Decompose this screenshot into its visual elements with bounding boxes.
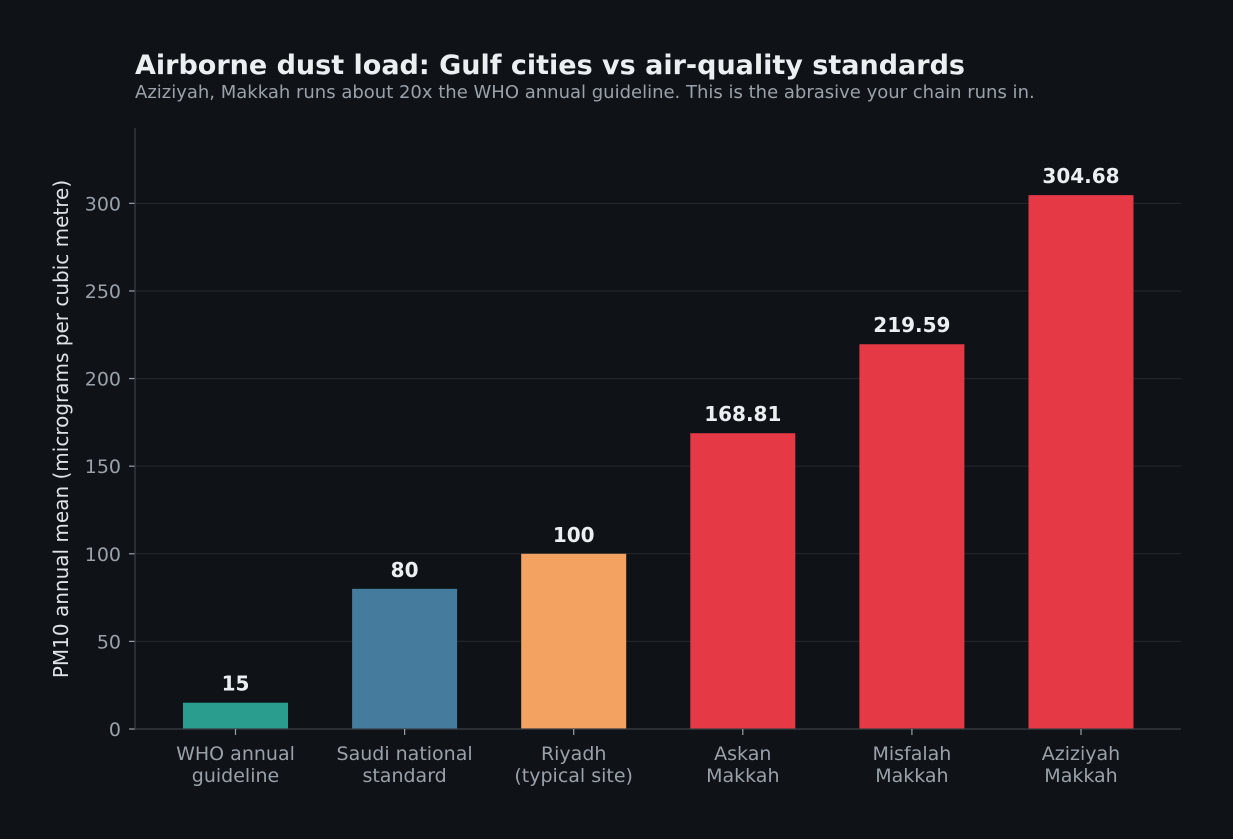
bars xyxy=(183,195,1134,729)
x-tick-label: Saudi national xyxy=(337,743,473,765)
x-tick-label: Makkah xyxy=(1044,765,1117,787)
x-tick-label: standard xyxy=(362,765,446,787)
x-tick-label: Askan xyxy=(714,743,771,765)
x-tick-label: guideline xyxy=(192,765,279,787)
x-tick-label: Misfalah xyxy=(872,743,951,765)
data-labels: 15 80 100 168.81 219.59 304.68 xyxy=(222,164,1120,696)
y-tick-label: 100 xyxy=(85,544,121,566)
y-tick-label: 150 xyxy=(85,456,121,478)
x-tick-label: WHO annual xyxy=(176,743,295,765)
bar xyxy=(690,433,796,729)
chart-title: Airborne dust load: Gulf cities vs air-q… xyxy=(135,50,965,81)
y-tick-label: 250 xyxy=(85,281,121,303)
y-axis: 0 50 100 150 200 250 300 xyxy=(85,128,136,741)
y-tick-label: 50 xyxy=(97,631,121,653)
y-tick-label: 0 xyxy=(109,719,121,741)
y-axis-label: PM10 annual mean (micrograms per cubic m… xyxy=(49,180,73,678)
data-label: 168.81 xyxy=(704,402,781,426)
data-label: 219.59 xyxy=(873,313,950,337)
y-tick-label: 300 xyxy=(85,193,121,215)
bar xyxy=(183,702,288,729)
data-label: 304.68 xyxy=(1042,164,1119,188)
bar xyxy=(521,553,627,729)
x-tick-label: Riyadh xyxy=(541,743,606,765)
data-label: 15 xyxy=(222,672,250,696)
x-tick-label: Makkah xyxy=(706,765,779,787)
chart-subtitle: Aziziyah, Makkah runs about 20x the WHO … xyxy=(135,82,1035,103)
y-tick-label: 200 xyxy=(85,369,121,391)
x-tick-label: (typical site) xyxy=(514,765,633,787)
bar xyxy=(1028,195,1134,729)
x-tick-label: Makkah xyxy=(875,765,948,787)
bar xyxy=(352,588,458,729)
x-tick-label: Aziziyah xyxy=(1042,743,1120,765)
data-label: 100 xyxy=(553,523,595,547)
bar xyxy=(859,344,965,729)
data-label: 80 xyxy=(391,558,419,582)
